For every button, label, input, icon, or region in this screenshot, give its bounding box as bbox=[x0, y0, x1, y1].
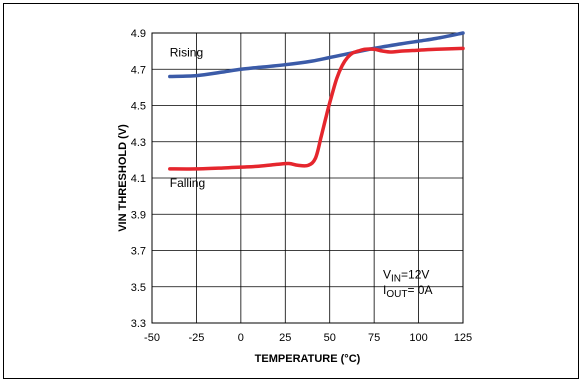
y-tick-label: 4.5 bbox=[131, 101, 146, 113]
vin-subscript: IN bbox=[391, 274, 401, 285]
y-tick-label: 3.7 bbox=[131, 246, 146, 258]
legend-label-falling: Falling bbox=[170, 176, 205, 190]
x-tick-label: 125 bbox=[454, 332, 472, 344]
series-line-rising bbox=[168, 31, 465, 79]
x-tick-label: 50 bbox=[324, 332, 336, 344]
y-tick-label: 4.1 bbox=[131, 173, 146, 185]
x-axis-label: TEMPERATURE (°C) bbox=[255, 353, 361, 365]
legend-label-rising: Rising bbox=[170, 46, 203, 60]
y-tick-label: 3.3 bbox=[131, 318, 146, 330]
y-tick-label: 3.5 bbox=[131, 282, 146, 294]
x-tick-label: -50 bbox=[144, 332, 160, 344]
iout-subscript: OUT bbox=[386, 289, 407, 300]
x-tick-label: 100 bbox=[409, 332, 427, 344]
iout-condition: IOUT= 0A bbox=[383, 283, 432, 300]
x-tick-label: -25 bbox=[188, 332, 204, 344]
y-tick-label: 4.9 bbox=[131, 28, 146, 40]
x-axis-ticks: -50 -25 0 25 50 75 100 125 bbox=[144, 332, 472, 344]
plot-area bbox=[151, 32, 464, 324]
series-line-falling bbox=[168, 46, 465, 171]
iout-symbol: I bbox=[383, 283, 386, 297]
x-tick-label: 0 bbox=[238, 332, 244, 344]
y-tick-label: 4.7 bbox=[131, 64, 146, 76]
vin-condition: VIN=12V bbox=[383, 268, 429, 285]
y-tick-label: 4.3 bbox=[131, 137, 146, 149]
x-tick-label: 75 bbox=[368, 332, 380, 344]
series-layer bbox=[168, 31, 465, 171]
x-tick-label: 25 bbox=[279, 332, 291, 344]
y-tick-label: 3.9 bbox=[131, 209, 146, 221]
y-axis-ticks: 3.3 3.5 3.7 3.9 4.1 4.3 4.5 4.7 4.9 bbox=[131, 28, 146, 330]
iout-value: = 0A bbox=[407, 283, 432, 297]
vin-symbol: V bbox=[383, 268, 391, 282]
test-conditions: VIN=12V IOUT= 0A bbox=[383, 268, 432, 300]
y-axis-label: VIN THRESHOLD (V) bbox=[117, 124, 129, 232]
vin-value: =12V bbox=[401, 268, 429, 282]
